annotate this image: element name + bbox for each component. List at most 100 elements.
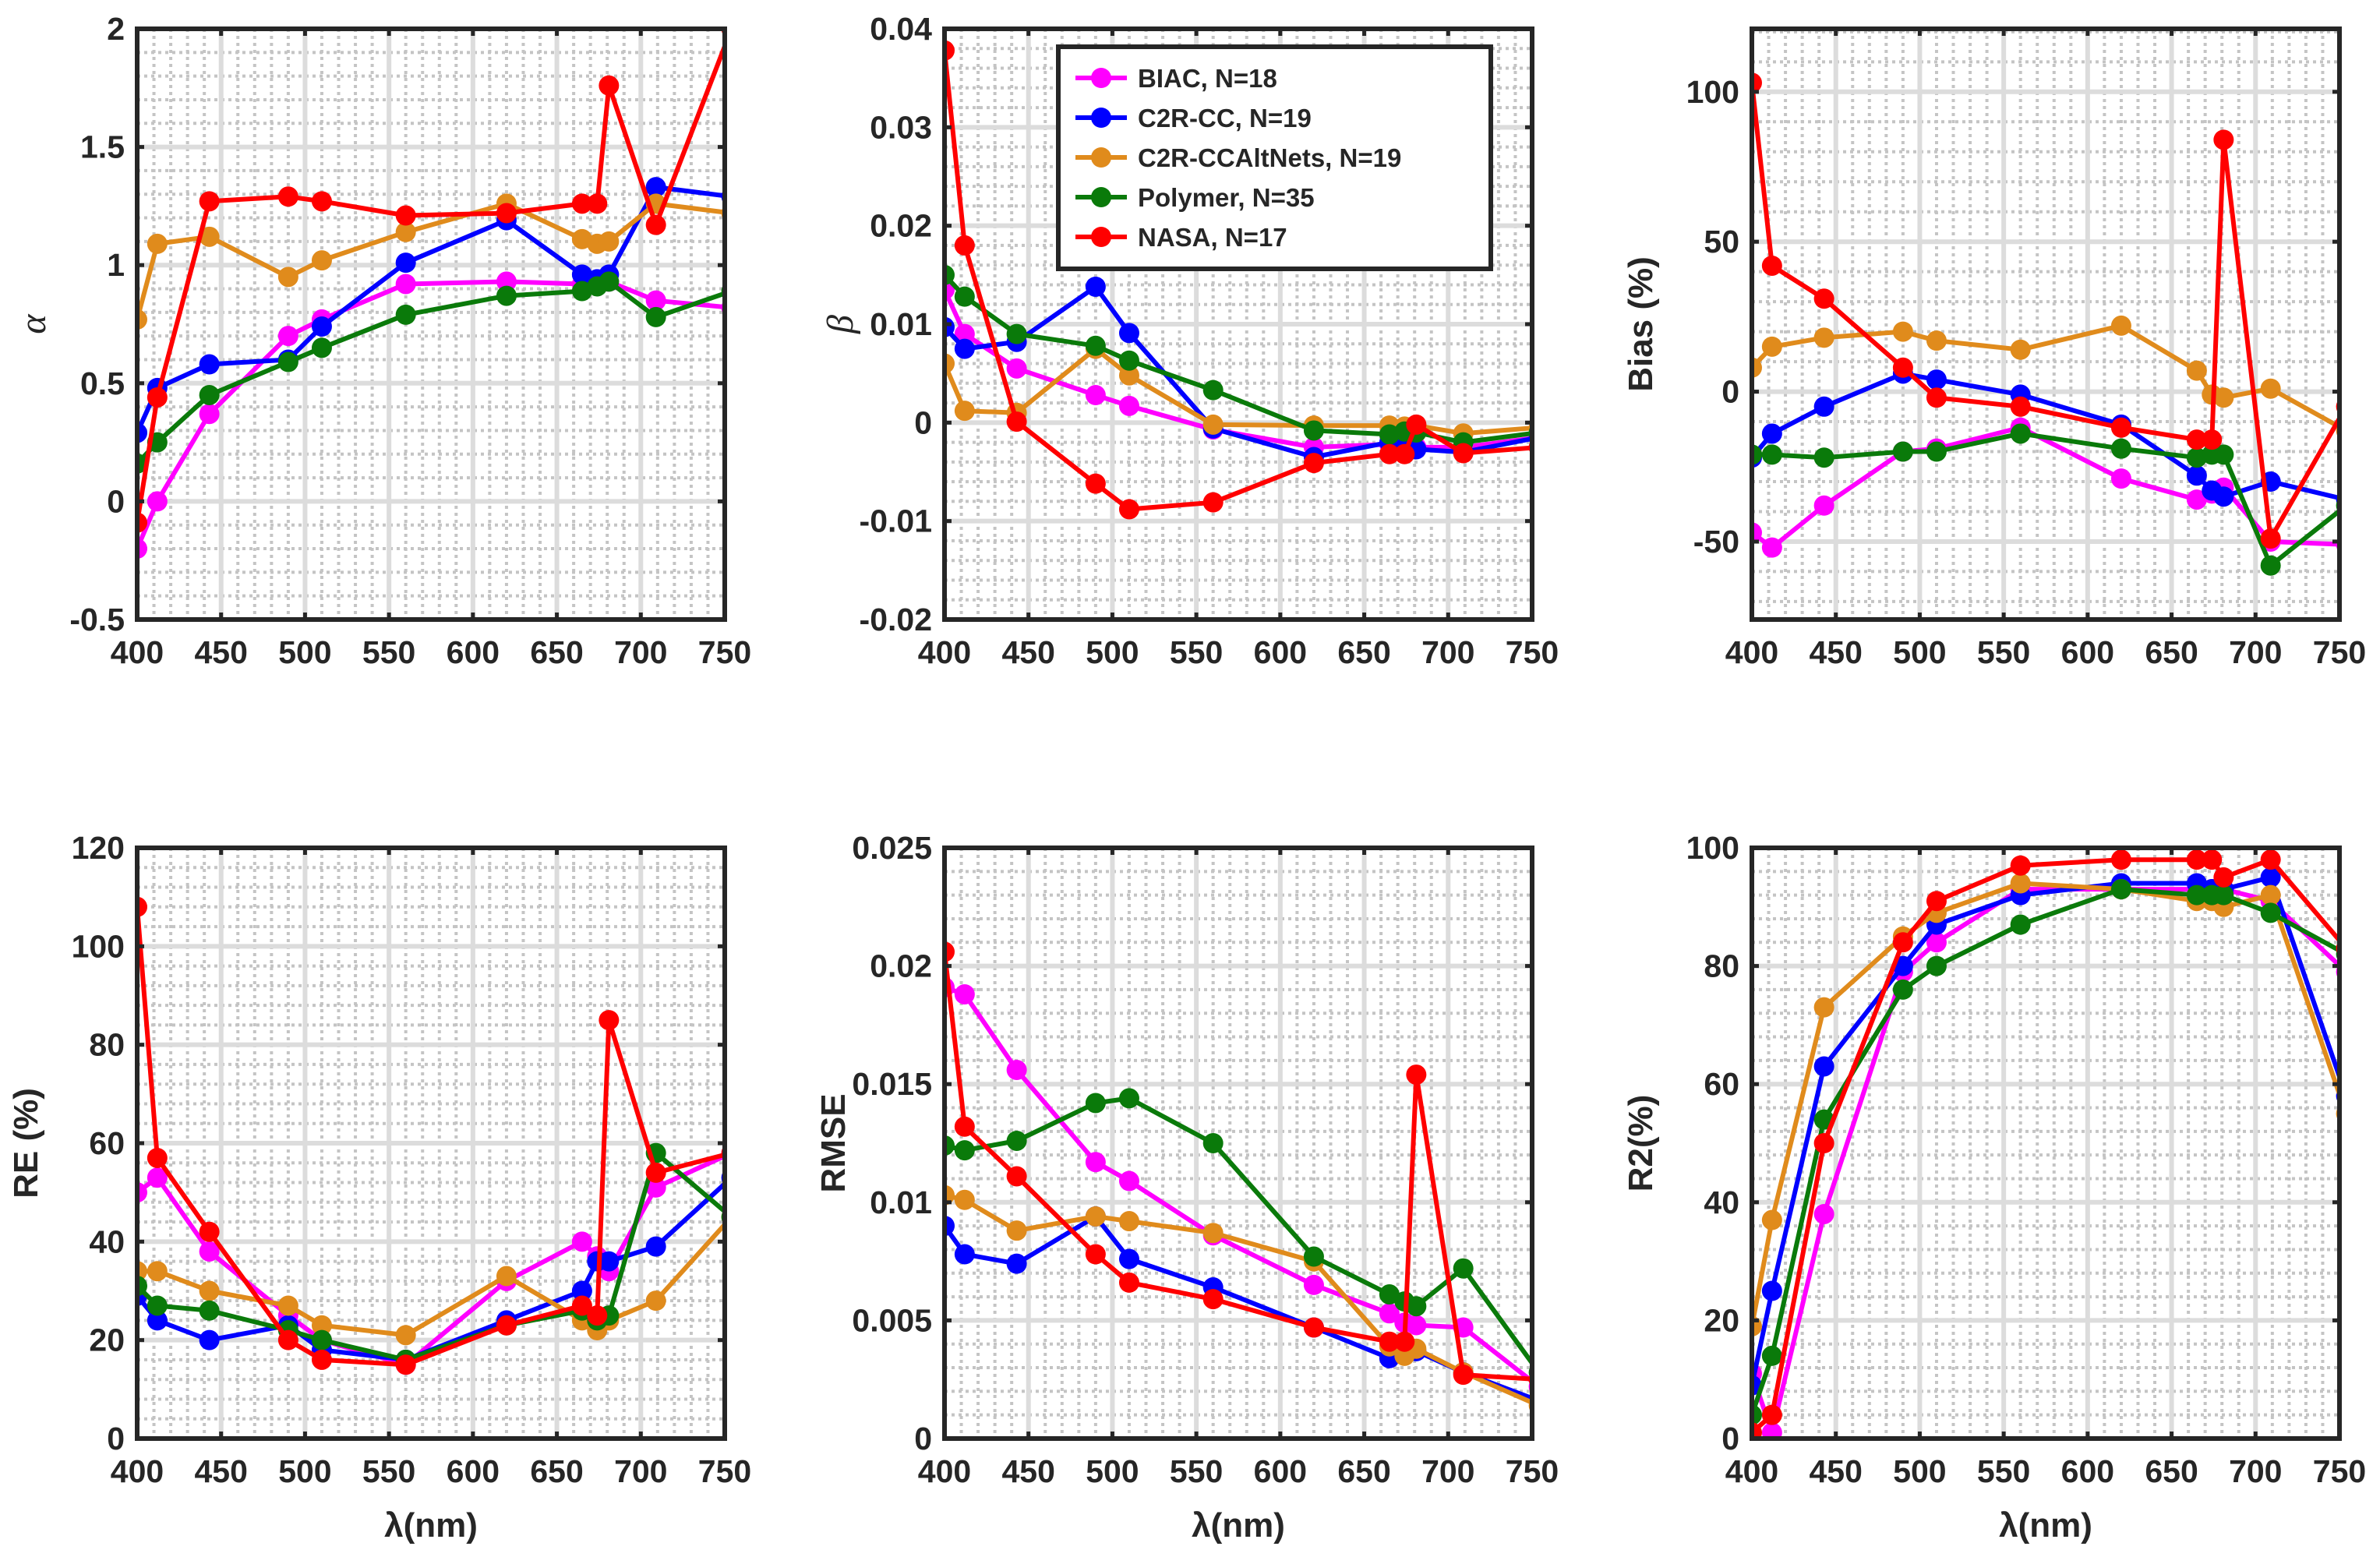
data-point-nasa [2110, 849, 2131, 870]
data-point-nasa [1406, 1064, 1427, 1086]
data-point-polymer [1892, 979, 1913, 1000]
x-tick-label: 700 [2229, 634, 2282, 670]
data-point-polymer [311, 337, 332, 358]
data-point-nasa [147, 387, 168, 408]
y-tick-label: 0 [107, 1421, 125, 1456]
data-point-polymer [1118, 1088, 1139, 1109]
data-point-nasa [1453, 443, 1474, 464]
x-tick-label: 700 [614, 1453, 667, 1489]
data-point-nasa [2010, 396, 2031, 417]
data-point-nasa [1394, 443, 1415, 464]
data-point-nasa [1752, 1422, 1762, 1439]
x-tick-label: 450 [1810, 634, 1863, 670]
legend-swatch-marker [1091, 108, 1111, 128]
x-tick-label: 450 [195, 1453, 248, 1489]
y-tick-label: 0.02 [870, 208, 932, 244]
y-tick-label: 1.5 [80, 129, 125, 165]
data-point-polymer [1926, 441, 1947, 462]
data-point-c2r-cc [311, 316, 332, 337]
data-point-nasa [311, 191, 332, 212]
data-point-nasa [1813, 288, 1834, 309]
data-point-c2r-cc [645, 177, 666, 198]
y-tick-label: 0 [914, 1421, 932, 1456]
data-point-polymer [1761, 444, 1782, 465]
y-tick-label: 20 [89, 1322, 125, 1358]
data-point-nasa [599, 75, 620, 96]
x-tick-label: 650 [530, 634, 583, 670]
legend-box [1056, 44, 1493, 271]
series-group [137, 896, 725, 1375]
data-point-polymer [1202, 1133, 1224, 1153]
data-point-polymer [1006, 323, 1027, 344]
data-point-polymer [945, 264, 955, 285]
data-point-nasa [277, 186, 298, 207]
data-point-c2r-ccaltnets [496, 1266, 517, 1287]
axes-box [135, 26, 727, 622]
data-point-polymer [1085, 1093, 1106, 1114]
x-tick-label: 450 [195, 634, 248, 670]
bias-panel: 400 450 500 550 600 650 700 750 -50 0 50 100 Bias (%… [1622, 26, 2366, 670]
data-point-nasa [2213, 129, 2234, 150]
data-point-c2r-ccaltnets [277, 1295, 298, 1316]
data-point-biac [1813, 1203, 1834, 1224]
x-tick-label: 650 [1337, 634, 1390, 670]
x-tick-label: 700 [2229, 1453, 2282, 1489]
data-point-biac [1085, 1152, 1106, 1173]
series-line-nasa [137, 39, 725, 524]
minor-grid [1752, 848, 2339, 1439]
data-point-c2r-cc [199, 1329, 220, 1350]
data-point-polymer [199, 1300, 220, 1321]
data-point-c2r-cc [1118, 1248, 1139, 1269]
data-point-nasa [1453, 1365, 1474, 1386]
data-point-c2r-ccaltnets [147, 233, 168, 254]
data-point-nasa [1202, 1289, 1224, 1310]
data-point-polymer [954, 1140, 975, 1161]
series-group [1752, 72, 2339, 576]
x-tick-label: 600 [1254, 1453, 1307, 1489]
data-point-c2r-ccaltnets [1202, 1223, 1224, 1244]
data-point-c2r-ccaltnets [2260, 378, 2281, 399]
y-tick-label: 60 [1704, 1066, 1739, 1102]
data-point-biac [199, 404, 220, 425]
data-point-nasa [1006, 411, 1027, 432]
data-point-nasa [645, 1162, 666, 1183]
data-point-polymer [199, 384, 220, 405]
y-axis-label: RMSE [814, 1093, 853, 1192]
data-point-biac [395, 274, 416, 295]
y-tick-label: -0.02 [860, 602, 932, 637]
data-point-biac [1926, 932, 1947, 953]
minor-grid [137, 29, 725, 620]
data-point-nasa [1202, 492, 1224, 513]
x-tick-label: 600 [2061, 634, 2114, 670]
y-tick-label: 40 [1704, 1184, 1739, 1220]
data-point-c2r-ccaltnets [2110, 315, 2131, 336]
data-point-nasa [587, 193, 608, 214]
data-point-polymer [954, 286, 975, 307]
data-point-nasa [2186, 849, 2207, 870]
major-grid [1750, 29, 2342, 620]
x-tick-label: 500 [1893, 1453, 1946, 1489]
data-point-c2r-cc [599, 1251, 620, 1272]
series-group [945, 941, 1532, 1414]
data-point-polymer [2010, 914, 2031, 935]
data-point-biac [954, 983, 975, 1004]
data-point-c2r-ccaltnets [1118, 1211, 1139, 1232]
data-point-c2r-ccaltnets [945, 353, 955, 374]
data-point-nasa [571, 193, 592, 214]
data-point-nasa [1926, 387, 1947, 408]
minor-grid [1752, 29, 2339, 620]
data-point-polymer [2110, 438, 2131, 459]
data-point-c2r-cc [954, 338, 975, 359]
x-tick-label: 550 [362, 634, 415, 670]
series-group [1752, 849, 2339, 1439]
x-tick-label: 750 [1506, 634, 1559, 670]
y-tick-label: 20 [1704, 1302, 1739, 1338]
y-tick-label: 0.01 [870, 1184, 932, 1220]
data-point-biac [571, 1231, 592, 1252]
y-tick-label: 80 [1704, 948, 1739, 984]
data-point-c2r-cc [147, 1310, 168, 1331]
data-point-c2r-ccaltnets [147, 1261, 168, 1282]
data-point-polymer [1892, 441, 1913, 462]
x-tick-label: 600 [447, 634, 500, 670]
major-grid [1750, 846, 2342, 1441]
